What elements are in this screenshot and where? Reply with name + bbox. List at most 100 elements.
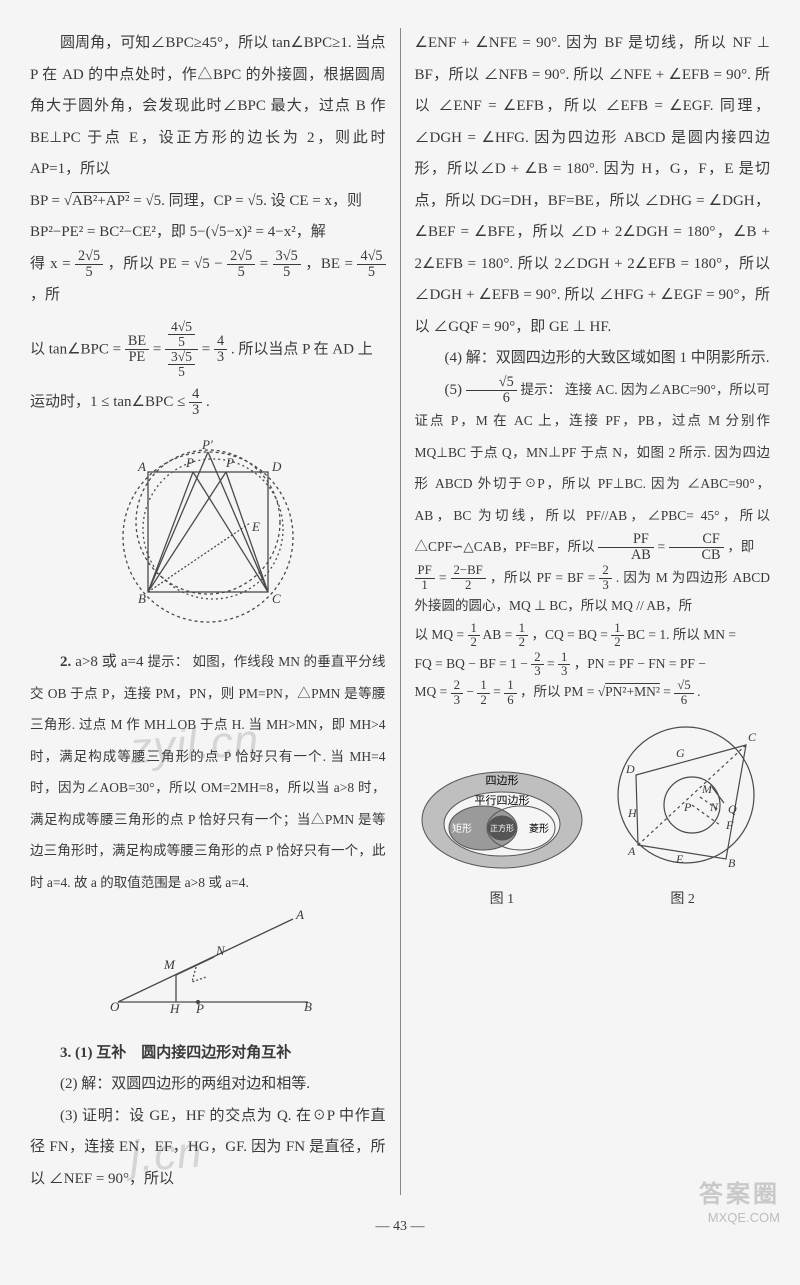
sol1-tan: 以 tan∠BPC = BEPE = 4√55 3√55 = 43 . 所以当点… [30,320,386,380]
fig3-wrap: 四边形 平行四边形 矩形 正方形 菱形 图 1 [415,762,590,914]
problem-3-2: (2) 解：双圆四边形的两组对边和相等. [30,1069,386,1101]
svg-text:四边形: 四边形 [485,774,518,787]
svg-text:平行四边形: 平行四边形 [474,794,529,807]
frac-4-3: 43 [214,334,227,365]
page-number: — 43 — [0,1219,800,1235]
sol1-intro: 圆周角，可知∠BPC≥45°，所以 tan∠BPC≥1. 当点 P 在 AD 的… [30,28,386,186]
bottom-figs: 四边形 平行四边形 矩形 正方形 菱形 图 1 [415,717,771,914]
proof-cont: ∠ENF + ∠NFE = 90°. 因为 BF 是切线，所以 NF ⊥ BF，… [415,28,771,343]
brand-url: MXQE.COM [699,1210,780,1227]
text: = [202,341,214,357]
text: 运动时，1 ≤ tan∠BPC ≤ [30,394,189,410]
hint-label: 提示： [521,382,562,397]
figure-angle: O A B M N H P [30,907,386,1030]
svg-text:E: E [675,852,684,866]
fig4-wrap: A B C D E F G H M N P Q 图 2 [595,717,770,914]
svg-text:G: G [676,746,685,760]
text: ，所以 PE = √5 − [108,256,228,272]
num: (5) [445,382,466,398]
problem-2: 2. a>8 或 a=4 提示： 如图，作线段 MN 的垂直平分线交 OB 于点… [30,647,386,899]
frac-4r5-5: 4√55 [357,249,385,280]
svg-text:F: F [725,818,734,832]
svg-text:O: O [110,999,120,1014]
svg-text:正方形: 正方形 [490,823,514,833]
frac-2r5-5: 2√55 [75,249,103,280]
answer: a>8 或 a=4 [75,654,143,670]
svg-text:H: H [169,1001,180,1016]
text: ，所 [30,287,60,303]
part-5-head: (5) √56 提示： 连接 AC. 因为∠ABC=90°，所以可证点 P，M … [415,375,771,564]
sqrt-abap: AB²+AP² [72,193,129,209]
svg-text:P′: P′ [201,437,213,452]
text: 以 tan∠BPC = [30,341,125,357]
fig4-caption: 图 2 [595,885,770,914]
text: . 所以当点 P 在 AD 上 [231,341,373,357]
svg-text:E: E [251,519,260,534]
svg-text:D: D [625,762,635,776]
figure-square: A D B C P P′ P E [30,427,386,640]
svg-text:A: A [627,844,636,858]
frac-pfab: PFAB [598,532,654,563]
text: = [153,341,165,357]
frac-3r5-5: 3√55 [273,249,301,280]
text: BP = [30,193,64,209]
watermark-bottom: 答案圈 MXQE.COM [699,1179,780,1227]
svg-text:H: H [627,806,638,820]
sol1-x: 得 x = 2√55 ，所以 PE = √5 − 2√55 = 3√55 ，BE… [30,249,386,312]
svg-text:P: P [185,455,194,470]
svg-text:M: M [701,782,713,796]
fig2-svg: O A B M N H P [98,907,318,1017]
fig3-svg: 四边形 平行四边形 矩形 正方形 菱形 [417,762,587,872]
text: 圆周角，可知∠BPC≥45°，所以 tan∠BPC≥1. 当点 P 在 AD 的… [30,35,386,177]
sol1-bp: BP = √AB²+AP² = √5. 同理，CP = √5. 设 CE = x… [30,186,386,218]
svg-text:B: B [728,856,736,870]
part-5-mq: 以 MQ = 12 AB = 12 ，CQ = BQ = 12 BC = 1. … [415,621,771,650]
problem-3-1: 3. (1) 互补 圆内接四边形对角互补 [30,1038,386,1070]
right-column: ∠ENF + ∠NFE = 90°. 因为 BF 是切线，所以 NF ⊥ BF，… [401,28,771,1195]
fig1-svg: A D B C P P′ P E [98,427,318,627]
frac-be-pe: BEPE [125,334,149,365]
text: = [260,256,273,272]
frac-pf1: PF1 [415,564,435,592]
problem-3-3: (3) 证明：设 GE，HF 的交点为 Q. 在☉P 中作直径 FN，连接 EN… [30,1101,386,1196]
text: = √5. 同理，CP = √5. 设 CE = x，则 [133,193,362,209]
part-5-line2: PF1 = 2−BF2 ，所以 PF = BF = 23 . 因为 M 为四边形… [415,564,771,621]
svg-text:C: C [748,730,757,744]
svg-text:B: B [304,999,312,1014]
svg-text:A: A [295,907,304,922]
frac-cfcb: CFCB [669,532,724,563]
svg-text:A: A [137,459,146,474]
hint-body: 如图，作线段 MN 的垂直平分线交 OB 于点 P，连接 PM，PN，则 PM=… [30,654,386,890]
fig3-caption: 图 1 [415,885,590,914]
part-4: (4) 解：双圆四边形的大致区域如图 1 中阴影所示. [415,343,771,375]
svg-text:N: N [215,943,226,958]
svg-text:矩形: 矩形 [452,822,472,835]
sol1-range: 运动时，1 ≤ tan∠BPC ≤ 43 . [30,387,386,419]
frac-big: 4√55 3√55 [165,320,198,380]
fig4-svg: A B C D E F G H M N P Q [598,717,768,872]
part-5-fq: FQ = BQ − BF = 1 − 23 = 13 ，PN = PF − FN… [415,650,771,679]
hint-label: 提示： [147,654,188,669]
svg-text:M: M [163,957,176,972]
svg-text:P: P [195,1001,204,1016]
frac-23: 23 [599,564,611,592]
num: 2. [60,654,75,670]
text: ，BE = [305,256,357,272]
svg-text:D: D [271,459,282,474]
text: . [206,394,210,410]
brand: 答案圈 [699,1179,780,1210]
frac-r5-6: √56 [466,375,517,406]
page: 圆周角，可知∠BPC≥45°，所以 tan∠BPC≥1. 当点 P 在 AD 的… [0,0,800,1215]
part-5-mq2: MQ = 23 − 12 = 16 ，所以 PM = √PN²+MN² = √5… [415,678,771,707]
text: 3. (1) 互补 圆内接四边形对角互补 [60,1045,291,1061]
sol1-eq: BP²−PE² = BC²−CE²，即 5−(√5−x)² = 4−x²，解 [30,217,386,249]
svg-text:Q: Q [728,802,737,816]
svg-text:菱形: 菱形 [529,823,549,835]
svg-text:P: P [683,800,692,814]
svg-text:B: B [138,591,146,606]
svg-text:C: C [272,591,281,606]
hint-body: 连接 AC. 因为∠ABC=90°，所以可证点 P，M 在 AC 上，连接 PF… [415,382,771,555]
frac-2r5-5b: 2√55 [227,249,255,280]
frac-2bf: 2−BF2 [451,564,486,592]
svg-text:P: P [225,455,234,470]
